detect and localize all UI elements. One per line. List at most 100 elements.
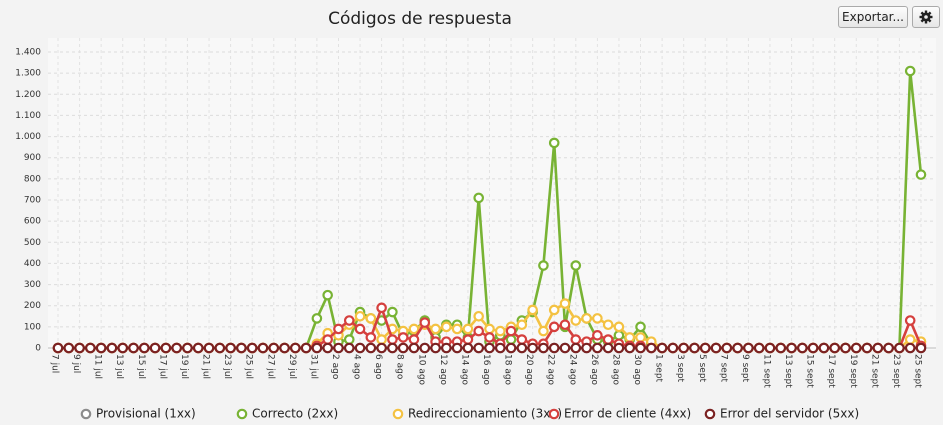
data-point (861, 342, 873, 354)
data-point (343, 315, 355, 326)
y-tick-label: 800 (24, 174, 41, 184)
data-point (656, 342, 668, 354)
data-point (538, 342, 549, 354)
data-point (203, 342, 215, 354)
data-point (505, 342, 517, 354)
data-point (699, 342, 711, 354)
x-tick-label: 21 jul (201, 354, 211, 379)
data-point (290, 342, 301, 354)
y-tick-label: 1.200 (15, 90, 41, 100)
data-point (322, 334, 333, 345)
x-tick-label: 16 ago (481, 354, 491, 386)
data-point (764, 342, 776, 354)
data-point (473, 342, 485, 354)
data-point (581, 313, 592, 324)
data-point (904, 65, 916, 77)
plot-background (48, 38, 936, 350)
data-point (63, 342, 75, 354)
x-tick-label: 11 jul (93, 354, 103, 379)
legend-marker (704, 408, 716, 420)
data-point (894, 342, 905, 354)
data-point (365, 332, 377, 343)
data-point (387, 306, 398, 318)
data-point (225, 342, 236, 354)
x-tick-label: 6 ago (373, 354, 383, 380)
data-point (333, 323, 344, 335)
data-point (592, 313, 603, 324)
data-point (915, 342, 927, 354)
data-point (548, 321, 560, 333)
legend-label: Redireccionamiento (3xx) (408, 407, 562, 421)
data-point (74, 342, 85, 354)
data-point (807, 342, 819, 354)
x-tick-label: 30 ago (632, 354, 642, 386)
data-point (732, 342, 743, 354)
data-point (257, 342, 269, 354)
data-point (548, 342, 560, 354)
data-point (171, 342, 182, 354)
data-point (548, 304, 560, 316)
data-point (52, 342, 64, 354)
data-point (494, 342, 506, 354)
data-point (473, 325, 485, 337)
x-tick-label: 19 sept (848, 354, 858, 388)
x-tick-label: 24 ago (567, 354, 577, 386)
data-point (559, 342, 571, 354)
data-point (559, 298, 571, 309)
x-tick-label: 5 sept (697, 354, 707, 383)
legend-marker (236, 408, 248, 420)
data-point (548, 137, 560, 149)
data-point (624, 332, 636, 343)
data-point (343, 342, 355, 354)
data-point (570, 260, 582, 271)
y-tick-label: 900 (24, 153, 41, 163)
data-point (376, 302, 387, 314)
data-point (840, 342, 851, 354)
x-tick-label: 25 sept (913, 354, 923, 388)
data-point (106, 342, 118, 354)
chart-title: Códigos de respuesta (328, 9, 512, 29)
data-point (904, 334, 916, 345)
x-tick-label: 13 sept (783, 354, 793, 388)
y-tick-label: 1.400 (15, 48, 41, 58)
series (52, 342, 927, 354)
data-point (635, 342, 646, 354)
data-point (570, 342, 582, 354)
legend-label: Provisional (1xx) (96, 407, 196, 421)
x-tick-label: 18 ago (503, 354, 513, 386)
data-point (915, 169, 927, 180)
data-point (538, 260, 549, 271)
data-point (419, 317, 431, 328)
settings-button[interactable] (912, 6, 940, 28)
x-tick-label: 22 ago (546, 354, 556, 386)
data-point (635, 321, 646, 333)
data-point (527, 304, 538, 316)
x-tick-label: 31 jul (308, 354, 318, 379)
legend-marker (80, 408, 92, 420)
x-tick-label: 23 sept (891, 354, 901, 388)
x-tick-label: 17 sept (826, 354, 836, 388)
data-point (322, 289, 333, 301)
data-point (484, 323, 495, 335)
data-point (494, 325, 506, 337)
data-point (268, 342, 280, 354)
data-point (570, 334, 582, 345)
export-button[interactable]: Exportar... (838, 6, 908, 28)
data-point (613, 330, 625, 341)
data-point (516, 334, 528, 345)
x-tick-label: 9 jul (71, 354, 81, 373)
legend-label: Error del servidor (5xx) (720, 407, 859, 421)
data-point (311, 342, 323, 354)
data-point (538, 325, 549, 337)
gear-icon (919, 10, 933, 24)
data-point (365, 313, 377, 324)
data-point (397, 342, 409, 354)
data-point (797, 342, 808, 354)
y-tick-label: 1.100 (15, 111, 41, 121)
x-tick-label: 27 jul (265, 354, 275, 379)
data-point (462, 334, 474, 345)
x-tick-label: 3 sept (675, 354, 685, 383)
data-point (182, 342, 193, 354)
data-point (527, 342, 538, 354)
